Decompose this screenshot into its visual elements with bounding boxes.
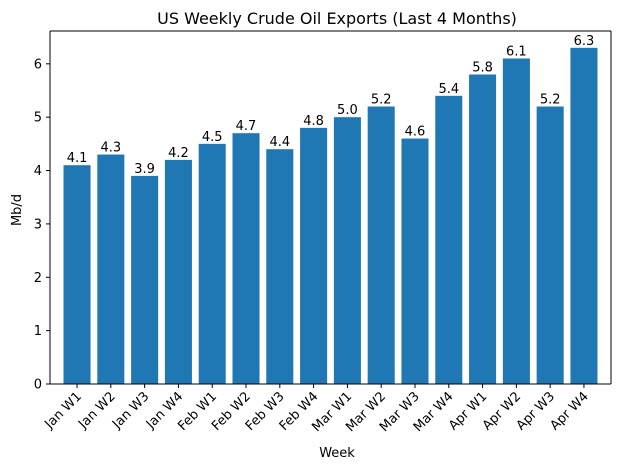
bar — [435, 95, 463, 384]
y-tick-label: 0 — [34, 378, 42, 393]
x-tick-label: Apr W4 — [547, 389, 591, 433]
data-label: 5.4 — [438, 82, 459, 97]
y-tick-label: 1 — [34, 324, 42, 339]
data-label: 4.8 — [303, 114, 324, 129]
data-label: 4.4 — [269, 135, 290, 150]
data-label: 4.6 — [405, 125, 426, 140]
bar — [469, 74, 497, 385]
y-tick-label: 2 — [34, 271, 42, 286]
bar — [333, 117, 361, 384]
y-axis-label: Mb/d — [10, 194, 25, 226]
bar — [367, 106, 395, 384]
data-label: 4.2 — [168, 146, 189, 161]
bar — [266, 149, 294, 384]
bar — [198, 143, 226, 384]
data-label: 6.1 — [506, 44, 527, 59]
data-label: 4.1 — [67, 151, 88, 166]
data-label: 4.5 — [202, 130, 223, 145]
y-tick-label: 4 — [34, 164, 42, 179]
bar — [97, 154, 125, 384]
bar — [131, 175, 159, 384]
x-tick-label: Jan W3 — [109, 389, 152, 432]
data-label: 4.7 — [236, 119, 257, 134]
bar — [570, 47, 598, 385]
bar — [401, 138, 429, 384]
data-label: 3.9 — [134, 162, 155, 177]
data-label: 5.2 — [371, 93, 392, 108]
bar — [502, 58, 530, 384]
bar — [63, 165, 91, 384]
data-label: 6.3 — [574, 34, 595, 49]
data-label: 4.3 — [100, 141, 121, 156]
y-tick-label: 6 — [34, 57, 42, 72]
data-label: 5.2 — [540, 93, 561, 108]
chart-title: US Weekly Crude Oil Exports (Last 4 Mont… — [157, 9, 517, 28]
bar — [232, 133, 260, 384]
x-tick-label: Jan W1 — [42, 389, 85, 432]
bar — [536, 106, 564, 384]
y-tick-label: 3 — [34, 217, 42, 232]
bar — [164, 159, 192, 384]
bar — [300, 127, 328, 385]
x-axis-label: Week — [319, 446, 355, 461]
x-tick-label: Jan W2 — [75, 389, 118, 432]
data-label: 5.8 — [472, 60, 493, 75]
y-tick-label: 5 — [34, 111, 42, 126]
data-label: 5.0 — [337, 103, 358, 118]
plot-area: 4.1 4.3 3.9 4.2 4.5 4.7 4.4 4.8 5.0 5.2 4.6 5.4 5.8 6… — [34, 30, 612, 435]
